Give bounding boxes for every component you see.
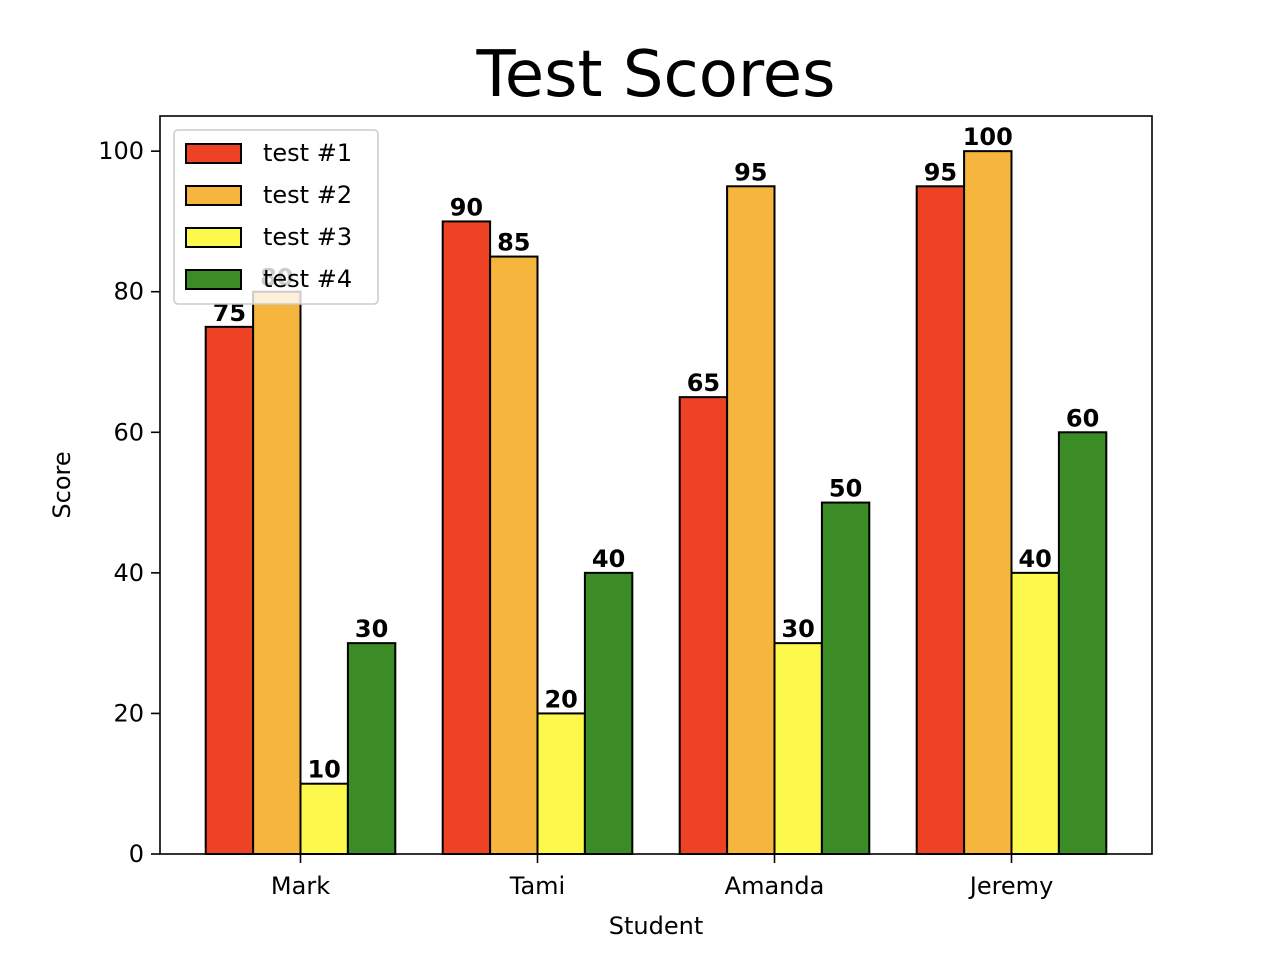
y-tick-label: 80	[113, 278, 144, 306]
y-tick-label: 0	[129, 840, 144, 868]
bar-value-label: 20	[544, 685, 577, 713]
bar-value-label: 40	[592, 545, 625, 573]
legend-swatch	[185, 143, 242, 164]
x-axis: Mark Tami Amanda Jeremy	[271, 854, 1053, 900]
legend-entry-label: test #2	[263, 181, 352, 209]
bar-tami-series-2	[489, 255, 539, 856]
bar-value-label: 10	[307, 756, 340, 784]
legend-entry-label: test #3	[263, 223, 352, 251]
legend: test #1 test #2 test #3 test #4	[173, 129, 379, 305]
bar-jeremy-series-4	[1057, 431, 1108, 855]
bar-jeremy-series-2	[963, 150, 1013, 855]
plot-area-frame	[159, 115, 1153, 855]
bars-group	[204, 150, 1108, 856]
y-tick-label: 60	[113, 418, 144, 446]
bar-tami-series-1	[441, 220, 492, 855]
bar-value-label: 95	[734, 158, 767, 186]
bar-value-label: 30	[781, 615, 814, 643]
y-tick-label: 100	[98, 137, 144, 165]
bar-value-label: 65	[687, 369, 720, 397]
bar-value-label: 40	[1018, 545, 1051, 573]
x-tick-label: Mark	[271, 872, 330, 900]
bar-jeremy-series-1	[915, 185, 966, 856]
bar-tami-series-4	[583, 571, 634, 855]
bar-value-label: 100	[963, 123, 1013, 151]
bar-mark-series-1	[204, 325, 255, 856]
x-axis-label: Student	[609, 912, 703, 940]
legend-frame	[173, 129, 379, 305]
bar-value-label: 50	[829, 475, 862, 503]
x-tick-label: Jeremy	[968, 872, 1054, 900]
bar-value-label: 95	[924, 158, 957, 186]
y-tick-label: 20	[113, 699, 144, 727]
bar-amanda-series-2	[726, 185, 776, 856]
y-tick-label: 40	[113, 559, 144, 587]
legend-entry-label: test #4	[263, 265, 352, 293]
bar-amanda-series-1	[678, 396, 729, 855]
legend-swatch	[185, 269, 242, 290]
legend-swatch	[185, 185, 242, 206]
x-tick-label: Tami	[509, 872, 565, 900]
bar-value-label: 60	[1066, 404, 1099, 432]
bar-tami-series-3	[536, 712, 586, 856]
y-axis: 0 20 40 60 80 100	[98, 137, 160, 868]
bar-mark-series-4	[346, 642, 397, 856]
x-tick-label: Amanda	[725, 872, 825, 900]
bar-value-label: 90	[450, 193, 483, 221]
bar-amanda-series-4	[820, 501, 871, 855]
bar-value-label: 30	[355, 615, 388, 643]
legend-swatch	[185, 227, 242, 248]
bar-value-label: 85	[497, 229, 530, 257]
legend-entry-label: test #1	[263, 139, 352, 167]
bar-jeremy-series-3	[1010, 571, 1060, 855]
bar-mark-series-3	[299, 782, 349, 856]
bar-mark-series-2	[252, 290, 302, 855]
chart-title: Test Scores	[476, 38, 836, 112]
y-axis-label: Score	[48, 451, 76, 518]
bar-amanda-series-3	[773, 642, 823, 856]
